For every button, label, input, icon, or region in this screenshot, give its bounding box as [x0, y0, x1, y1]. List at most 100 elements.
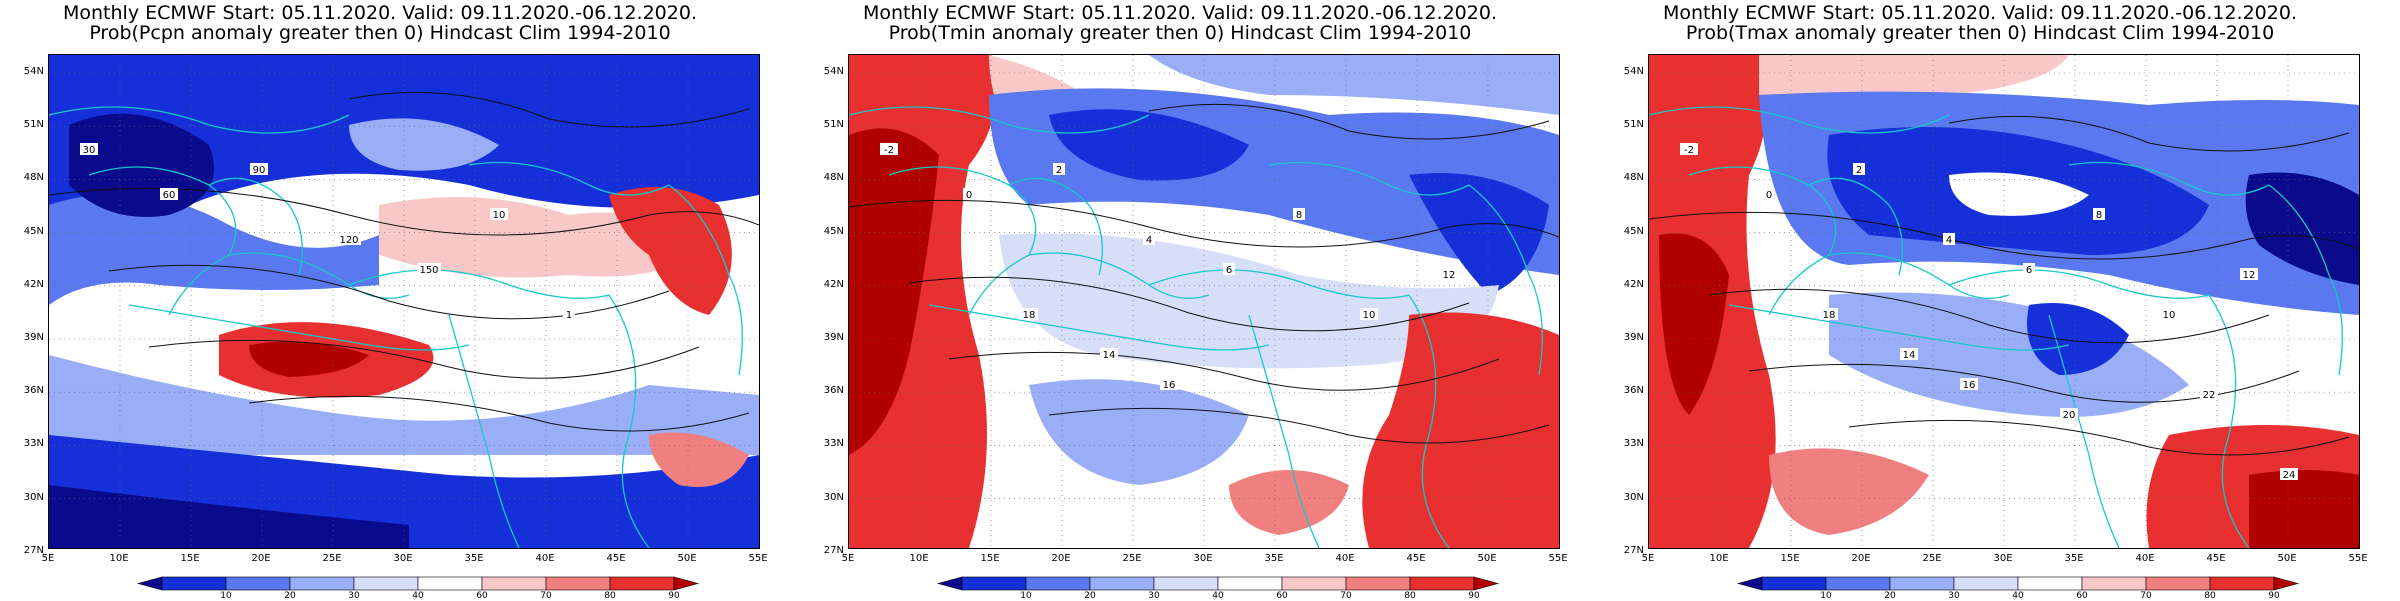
colorbar-label: 20 — [284, 591, 296, 601]
contour-label-box — [1053, 163, 1065, 175]
colorbar-segment — [609, 576, 675, 591]
colorbar-label: 40 — [1212, 591, 1224, 601]
colorbar-low-arrow — [136, 576, 163, 591]
colorbar-segment — [1345, 576, 1411, 591]
contour-label-box — [2093, 208, 2105, 220]
probability-field-region — [1659, 233, 1729, 415]
contour-label: 0 — [1763, 188, 1775, 201]
contour-label-text: 120 — [339, 235, 358, 246]
coastline — [1008, 177, 1103, 276]
lon-tick-label: 45E — [2206, 553, 2226, 564]
contour-label: 6 — [2023, 263, 2035, 276]
probability-field-region — [49, 193, 379, 305]
climatology-contour — [108, 264, 670, 320]
probability-field-region — [249, 341, 369, 377]
lat-tick-label: 39N — [23, 332, 44, 343]
coastline — [448, 314, 520, 548]
coastline — [2208, 294, 2250, 548]
lon-tick-label: 25E — [1922, 553, 1942, 564]
contour-label-box — [1100, 348, 1118, 360]
climatology-contour — [49, 187, 759, 236]
contour-label: 12 — [2240, 268, 2258, 281]
contour-label: 18 — [1020, 308, 1038, 321]
contour-label: 16 — [1160, 378, 1178, 391]
contour-label-text: 24 — [2283, 470, 2296, 481]
contour-label-box — [1943, 233, 1955, 245]
lat-tick-label: 33N — [823, 438, 844, 450]
climatology-contour — [348, 91, 750, 128]
coastline — [1728, 304, 2070, 351]
colorbar-label: 10 — [1820, 591, 1832, 601]
colorbar-label: 60 — [1276, 591, 1288, 601]
contour-label: 14 — [1900, 348, 1918, 361]
contour-label-box — [1293, 208, 1305, 220]
lat-tick-label: 51N — [1623, 119, 1644, 131]
map-area: 30 60 90 120 150 10 1 — [48, 54, 760, 549]
colorbar-label: 20 — [1084, 591, 1096, 601]
lat-tick-label: 54N — [23, 66, 44, 77]
contour-label-text: 30 — [83, 145, 96, 156]
coastline — [1828, 252, 2010, 299]
colorbar-label: 40 — [412, 591, 424, 601]
colorbar-segment — [1825, 576, 1891, 591]
contour-label: 22 — [2200, 388, 2218, 401]
contour-label-text: 90 — [253, 165, 266, 176]
coastline — [2068, 161, 2270, 196]
contour-label: 12 — [1440, 268, 1458, 281]
lat-tick-label: 42N — [23, 278, 44, 290]
contour-label-text: 60 — [163, 190, 176, 201]
contour-label-box — [1143, 233, 1155, 245]
contour-label-text: 1 — [566, 310, 572, 321]
lon-tick-label: 10E — [109, 553, 129, 564]
probability-field-region — [1229, 470, 1349, 535]
probability-field-region — [1769, 448, 1929, 535]
colorbar-label: 30 — [348, 591, 360, 601]
contour-label: 6 — [1223, 263, 1235, 276]
lon-tick-label: 20E — [251, 553, 271, 564]
colorbar-segment — [2145, 576, 2211, 591]
contour-label-text: 16 — [1963, 380, 1976, 391]
coastline — [1688, 166, 1837, 316]
lon-tick-label: 5E — [41, 553, 55, 564]
colorbar-segment — [1089, 576, 1155, 591]
colorbar-high-arrow — [2273, 576, 2300, 591]
contour-label-box — [963, 188, 975, 200]
coastline — [49, 106, 350, 134]
map-area: -2 0 2 4 6 8 10 12 14 16 18 — [848, 54, 1560, 549]
probability-field-region — [49, 485, 409, 548]
probability-field-region — [1029, 379, 1249, 485]
colorbar-label: 80 — [1404, 591, 1416, 601]
coastline — [468, 161, 670, 196]
lat-tick-label: 51N — [823, 119, 844, 131]
contour-label-text: 10 — [493, 210, 506, 221]
lat-tick-label: 42N — [823, 278, 844, 290]
contour-label-text: 2 — [1056, 165, 1062, 176]
colorbar-segment — [545, 576, 611, 591]
contour-label-text: 20 — [2063, 410, 2076, 421]
colorbar-segment — [1153, 576, 1219, 591]
lat-tick-label: 39N — [1623, 332, 1644, 343]
probability-field-region — [1149, 55, 1559, 115]
climatology-contour — [1948, 115, 2350, 152]
lon-tick-label: 35E — [1264, 553, 1284, 564]
lon-tick-label: 30E — [393, 553, 413, 564]
contour-label-box — [337, 233, 361, 245]
colorbar-label: 40 — [2012, 591, 2024, 601]
colorbar-segment — [2081, 576, 2147, 591]
climatology-contour — [1848, 419, 2350, 456]
lon-tick-label: 15E — [980, 553, 1000, 564]
climatology-contour — [148, 339, 700, 379]
map-panel-pcpn: Monthly ECMWF Start: 05.11.2020. Valid: … — [0, 0, 800, 601]
lon-tick-label: 5E — [1641, 553, 1655, 564]
coastline — [1028, 252, 1210, 299]
lon-tick-label: 30E — [1193, 553, 1213, 564]
colorbar-svg — [136, 576, 700, 591]
colorbar-label: 90 — [668, 591, 680, 601]
panel-title-line1: Monthly ECMWF Start: 05.11.2020. Valid: … — [1663, 2, 2297, 24]
colorbar-label: 80 — [2204, 591, 2216, 601]
climatology-contour — [1708, 288, 2270, 344]
coastline — [1948, 269, 2210, 299]
contour-label-text: 0 — [966, 190, 972, 201]
lon-tick-label: 25E — [322, 553, 342, 564]
contour-label-text: -2 — [1684, 145, 1694, 156]
